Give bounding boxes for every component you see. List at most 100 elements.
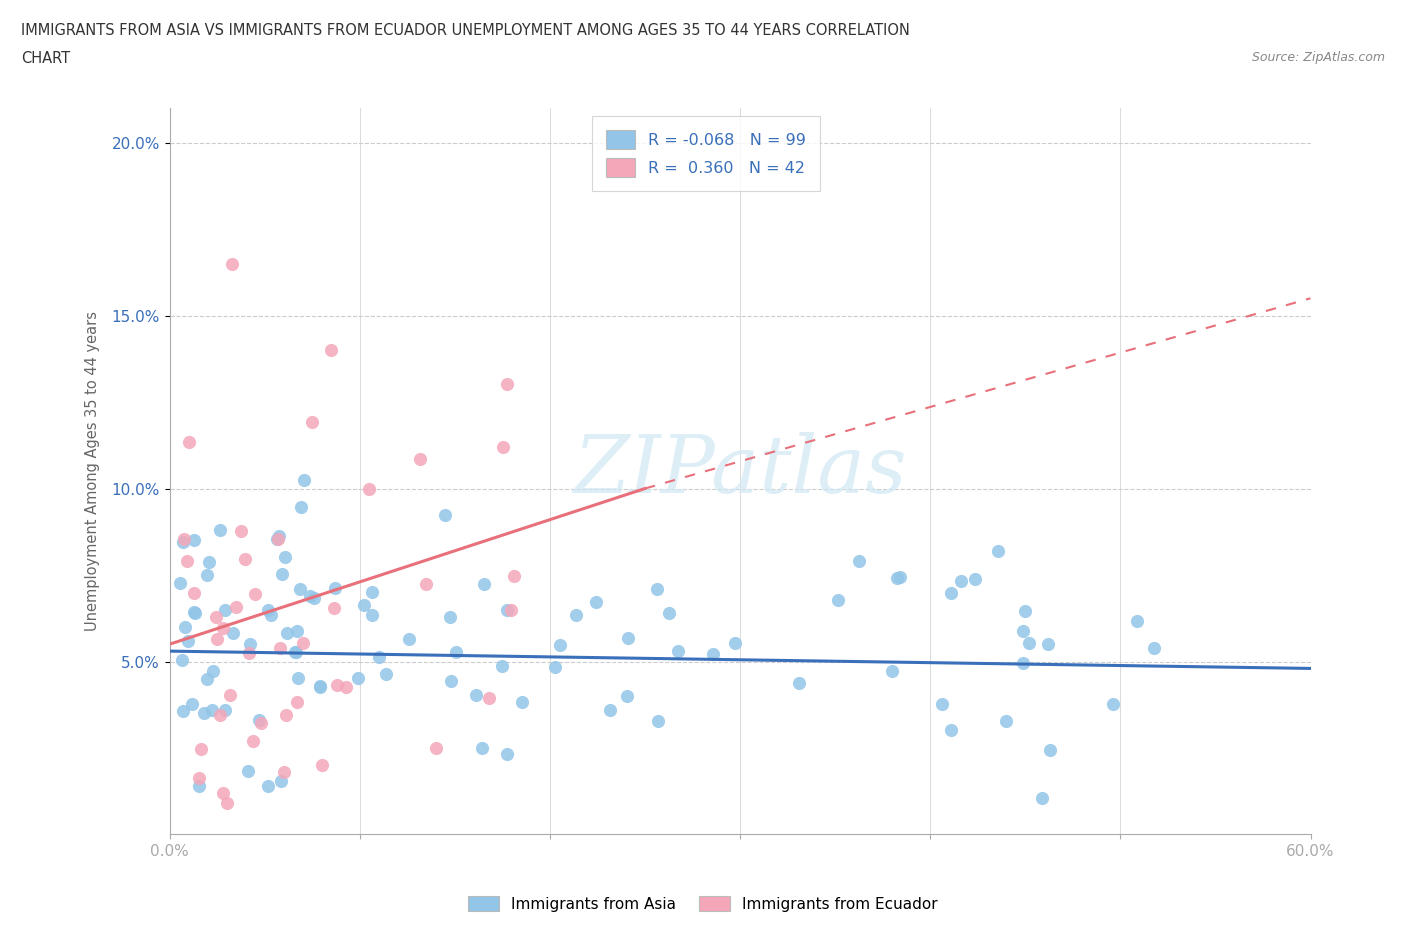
Point [201,703,224,718]
Point [1036,637,1059,652]
Point [172,704,194,719]
Point [183,604,205,619]
Point [323,601,346,616]
Point [599,702,621,717]
Point [645,581,668,596]
Point [247,712,270,727]
Point [256,778,278,793]
Point [409,451,432,466]
Point [666,644,689,658]
Point [848,553,870,568]
Point [273,764,295,779]
Point [471,740,494,755]
Point [880,664,903,679]
Point [173,532,195,547]
Point [987,543,1010,558]
Point [439,609,461,624]
Legend: Immigrants from Asia, Immigrants from Ecuador: Immigrants from Asia, Immigrants from Ec… [463,889,943,918]
Point [169,576,191,591]
Point [931,697,953,711]
Point [359,481,381,496]
Point [291,635,314,650]
Point [398,631,420,646]
Point [273,550,295,565]
Point [198,554,221,569]
Point [309,678,332,693]
Point [285,694,308,709]
Point [994,713,1017,728]
Point [267,532,290,547]
Point [321,343,343,358]
Point [215,795,238,810]
Point [205,631,228,646]
Point [1014,604,1036,618]
Point [1126,614,1149,629]
Point [183,585,205,600]
Point [260,607,283,622]
Point [1031,790,1053,805]
Point [492,440,515,455]
Point [367,649,389,664]
Point [347,671,370,685]
Point [496,747,519,762]
Point [211,620,233,635]
Point [285,644,308,659]
Point [353,598,375,613]
Text: IMMIGRANTS FROM ASIA VS IMMIGRANTS FROM ECUADOR UNEMPLOYMENT AMONG AGES 35 TO 44: IMMIGRANTS FROM ASIA VS IMMIGRANTS FROM … [21,23,910,38]
Point [335,680,357,695]
Point [180,697,202,711]
Point [491,658,513,673]
Point [266,531,288,546]
Point [496,603,519,618]
Point [311,758,333,773]
Point [269,641,291,656]
Point [501,603,523,618]
Point [238,646,260,661]
Point [950,574,973,589]
Point [284,644,307,659]
Point [190,741,212,756]
Point [219,687,242,702]
Point [415,577,437,591]
Point [236,764,259,778]
Point [176,553,198,568]
Point [444,644,467,659]
Point [647,714,669,729]
Point [326,677,349,692]
Point [233,551,256,566]
Point [433,508,456,523]
Point [208,708,231,723]
Point [1102,697,1125,711]
Legend: R = -0.068   N = 99, R =  0.360   N = 42: R = -0.068 N = 99, R = 0.360 N = 42 [592,116,820,192]
Point [585,594,607,609]
Point [503,569,526,584]
Point [298,589,321,604]
Point [658,605,681,620]
Point [179,434,201,449]
Point [202,663,225,678]
Point [208,523,231,538]
Point [496,377,519,392]
Point [472,577,495,591]
Point [174,619,197,634]
Point [724,636,747,651]
Point [616,688,638,703]
Point [250,715,273,730]
Point [177,633,200,648]
Point [309,680,332,695]
Text: ZIPatlas: ZIPatlas [574,432,907,510]
Point [544,660,567,675]
Point [1018,635,1040,650]
Point [440,673,463,688]
Point [889,569,911,584]
Point [288,581,311,596]
Point [188,771,211,786]
Point [187,778,209,793]
Point [702,646,724,661]
Point [274,707,297,722]
Point [1143,640,1166,655]
Point [939,722,962,737]
Point [939,586,962,601]
Point [256,603,278,618]
Point [195,671,218,686]
